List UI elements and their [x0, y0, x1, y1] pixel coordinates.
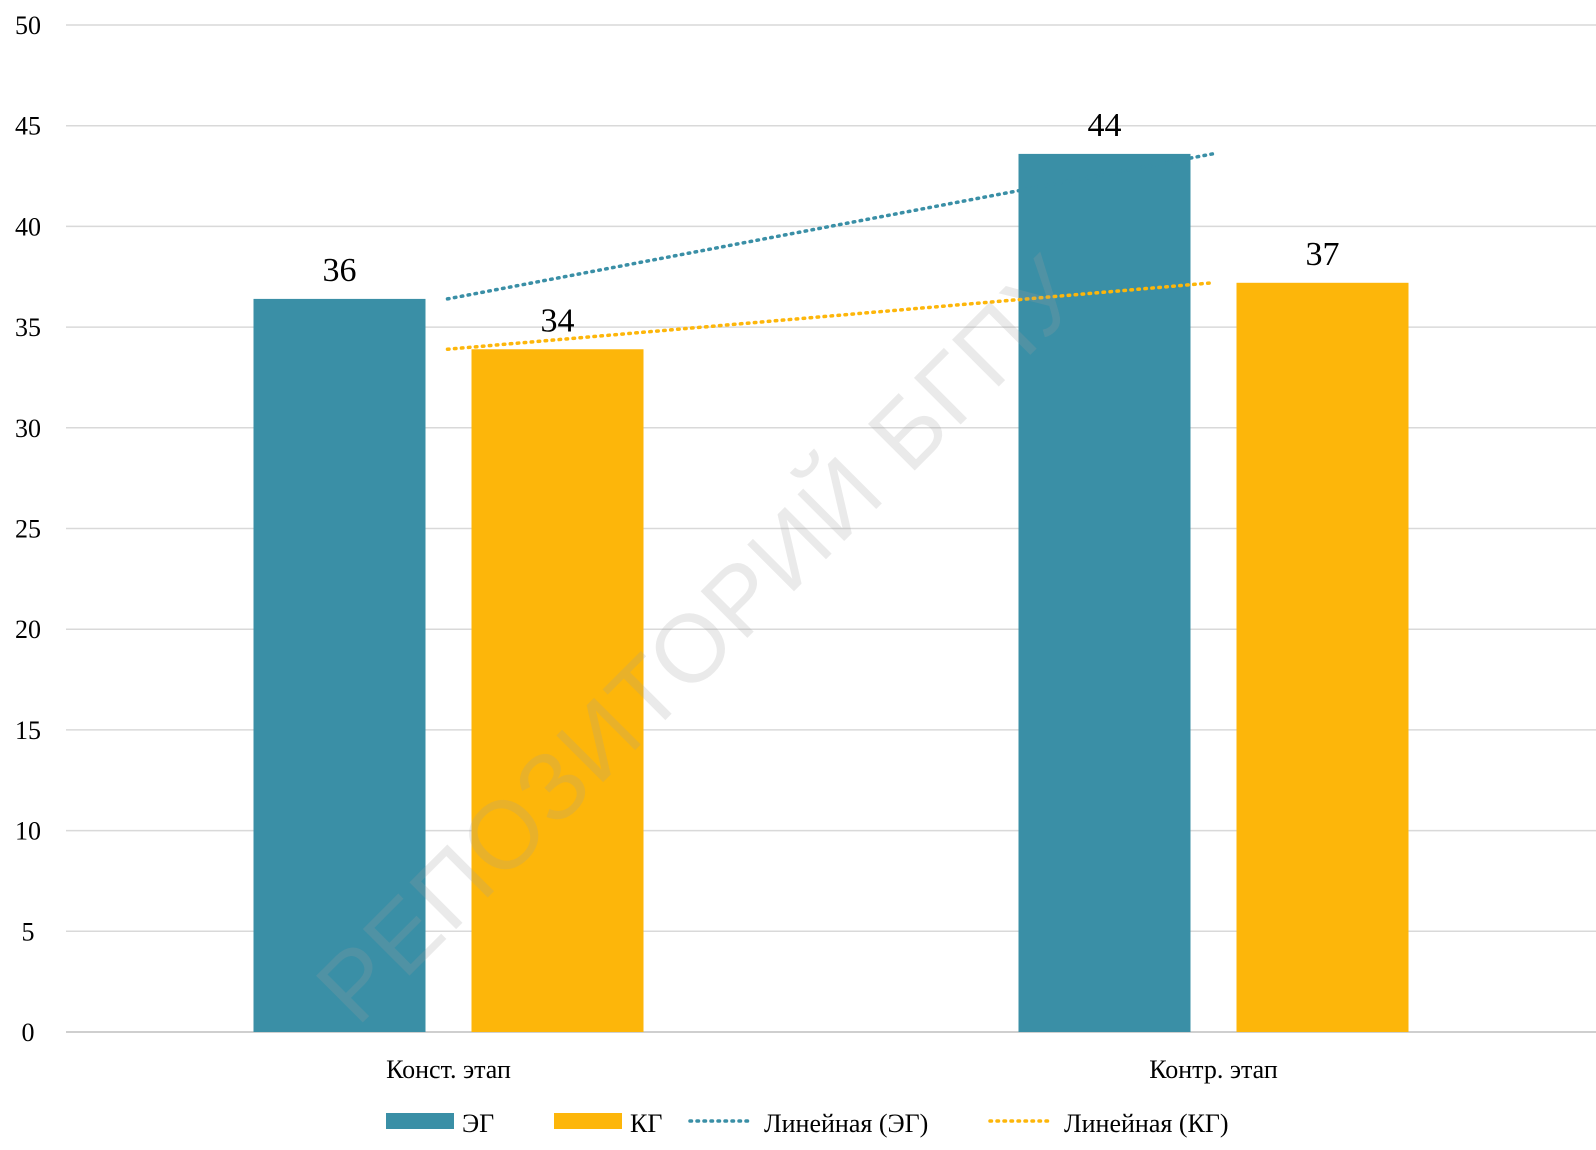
data-labels: 36 34 44 37 [323, 107, 1340, 339]
y-tick-label: 45 [15, 112, 41, 141]
legend-swatch-КГ [554, 1113, 622, 1129]
y-tick-label: 10 [15, 817, 41, 846]
y-tick-label: 20 [15, 615, 41, 644]
y-tick-label: 0 [22, 1018, 35, 1047]
y-axis-ticks: 0 5 10 15 20 25 30 35 40 45 50 [15, 11, 41, 1047]
y-tick-label: 30 [15, 414, 41, 443]
legend-label: Линейная (КГ) [1064, 1109, 1229, 1138]
trendline-КГ [445, 281, 1215, 352]
y-tick-label: 35 [15, 313, 41, 342]
bar-ЭГ [1018, 153, 1191, 1032]
x-tick-label: Конст. этап [386, 1055, 511, 1084]
y-tick-label: 50 [15, 11, 41, 40]
legend: ЭГ КГ Линейная (ЭГ) Линейная (КГ) [386, 1109, 1229, 1138]
bars [253, 153, 1409, 1032]
x-axis-ticks: Конст. этап Контр. этап [386, 1055, 1278, 1084]
legend-label: КГ [630, 1109, 662, 1138]
data-label: 36 [323, 252, 357, 289]
bar-ЭГ [253, 298, 426, 1032]
y-tick-label: 25 [15, 515, 41, 544]
legend-label: Линейная (ЭГ) [764, 1109, 928, 1138]
y-tick-label: 15 [15, 716, 41, 745]
data-label: 37 [1306, 236, 1340, 273]
y-tick-label: 40 [15, 212, 41, 241]
bar-КГ [1236, 282, 1409, 1032]
trendlines [445, 152, 1215, 352]
y-tick-label: 5 [22, 917, 35, 946]
data-label: 44 [1088, 107, 1122, 144]
legend-swatch-ЭГ [386, 1113, 454, 1129]
data-label: 34 [541, 302, 575, 339]
legend-label: ЭГ [462, 1109, 494, 1138]
x-tick-label: Контр. этап [1149, 1055, 1278, 1084]
bar-КГ [471, 349, 644, 1032]
